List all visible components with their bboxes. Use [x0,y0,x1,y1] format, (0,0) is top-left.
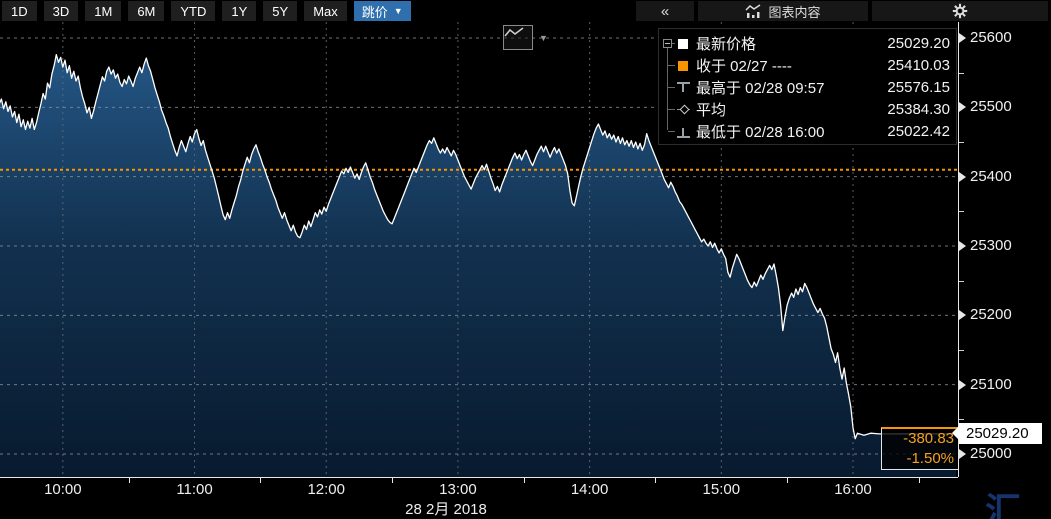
legend-row[interactable]: 最低于 02/28 16:00 25022.42 [659,120,956,142]
settings-button[interactable] [872,1,1048,21]
change-value: -380.83 [903,430,954,447]
legend-panel: 最新价格 25029.20 收于 02/27 ---- 25410.03 最高于 02/… [658,28,957,145]
y-axis-tick-arrow-icon [959,448,966,459]
legend-marker-low-icon [677,127,690,138]
y-axis-tick-arrow-icon [959,171,966,182]
legend-value: 25029.20 [887,34,950,52]
y-axis-minor-tick [959,280,964,282]
legend-marker-sq-orange-icon [677,59,690,72]
x-axis-label: 15:00 [702,481,741,498]
period-button-1y[interactable]: 1Y [222,1,257,21]
collapse-panel-button[interactable]: « [636,1,694,21]
toolbar-right: « 图表内容 [636,1,1048,21]
y-axis-label: 25000 [970,444,1012,462]
y-axis-label: 25100 [970,375,1012,393]
period-button-1d[interactable]: 1D [2,1,37,21]
y-axis-tick-arrow-icon [959,102,966,113]
period-button-3d[interactable]: 3D [43,1,79,21]
last-price-badge: 25029.20 [952,423,1042,445]
chart-type-button[interactable] [503,25,533,50]
legend-row[interactable]: 最新价格 25029.20 [659,32,956,54]
chart-lines-icon [745,3,761,18]
caret-down-icon: ▼ [393,6,403,16]
price-mode-dropdown[interactable]: 跳价 ▼ [353,1,411,21]
x-axis-minor-tick [918,478,920,483]
legend-row[interactable]: 收于 02/27 ---- 25410.03 [659,54,956,76]
price-mode-label: 跳价 [361,4,388,20]
y-axis-tick-arrow-icon [959,33,966,43]
y-axis-tick-arrow-icon [959,379,966,390]
legend-value: 25384.30 [887,100,950,118]
legend-label: 最新价格 [696,35,757,53]
y-axis-tick-arrow-icon [959,240,966,251]
period-button-6m[interactable]: 6M [128,1,165,21]
period-button-ytd[interactable]: YTD [171,1,216,21]
x-axis-line [0,477,958,478]
y-axis-label: 25200 [970,306,1012,324]
x-axis: 28 2月 2018 10:00 11:00 12:00 13:00 14:00 15:0… [0,477,1051,519]
x-axis-label: 13:00 [439,481,477,498]
period-button-5y[interactable]: 5Y [263,1,298,21]
y-axis-minor-tick [959,419,964,421]
x-axis-label: 11:00 [176,481,213,498]
y-axis-minor-tick [959,72,964,74]
y-axis-minor-tick [959,211,964,213]
y-axis-label: 25400 [970,167,1012,185]
x-axis-label: 10:00 [44,481,82,498]
chart-plot-area[interactable]: FX678 汇通网 ▼ 最新价格 25029.20 收于 02/27 ---- 254… [0,22,1021,519]
legend-row[interactable]: 平均 25384.30 [659,98,956,120]
legend-value: 25410.03 [887,56,950,74]
x-axis-label: 14:00 [570,481,609,498]
chart-canvas [0,22,958,477]
toolbar: 1D 3D 1M 6M YTD 1Y 5Y Max 跳价 ▼ « 图表内容 [0,0,1051,22]
legend-label: 收于 02/27 ---- [696,57,792,75]
watermark: FX678 汇通网 [818,482,1023,519]
x-axis-minor-tick [392,478,394,483]
legend-label: 最低于 02/28 16:00 [696,123,825,141]
y-axis-tick-arrow-icon [959,310,966,321]
x-axis-minor-tick [128,478,130,483]
x-axis-minor-tick [655,478,657,483]
x-axis-label: 12:00 [307,481,345,498]
x-axis-date: 28 2月 2018 [405,501,487,518]
y-axis-label: 25500 [970,98,1012,116]
legend-value: 25576.15 [887,78,950,96]
legend-value: 25022.42 [887,122,950,140]
chart-content-label: 图表内容 [768,4,821,20]
x-axis-label: 16:00 [834,481,872,498]
legend-marker-sq-white-icon [677,37,690,50]
legend-marker-high-icon [677,81,690,95]
legend-collapse-icon[interactable] [663,39,672,48]
x-axis-minor-tick [260,478,262,483]
x-axis-minor-tick [523,478,525,483]
line-chart-icon [504,27,524,37]
chart-type-caret-icon[interactable]: ▼ [539,33,548,43]
gear-icon [952,3,968,19]
period-button-1m[interactable]: 1M [85,1,122,21]
legend-marker-avg-icon [677,103,690,116]
period-button-max[interactable]: Max [304,1,347,21]
legend-rows: 最新价格 25029.20 收于 02/27 ---- 25410.03 最高于 02/… [659,32,956,142]
legend-label: 平均 [696,101,727,119]
y-axis-label: 25600 [970,29,1012,46]
legend-label: 最高于 02/28 09:57 [696,79,825,97]
change-box: -380.83 -1.50% [881,427,958,470]
watermark-brand2: 汇通网 [984,490,1023,519]
legend-row[interactable]: 最高于 02/28 09:57 25576.15 [659,76,956,98]
x-axis-minor-tick [787,478,789,483]
y-axis: 25600 25500 25400 25300 25200 25100 25000 [958,22,1051,477]
chart-content-button[interactable]: 图表内容 [698,1,868,21]
y-axis-minor-tick [959,349,964,351]
y-axis-label: 25300 [970,236,1012,254]
period-buttons: 1D 3D 1M 6M YTD 1Y 5Y Max 跳价 ▼ [2,1,411,21]
change-percent: -1.50% [906,450,954,467]
y-axis-minor-tick [959,141,964,143]
